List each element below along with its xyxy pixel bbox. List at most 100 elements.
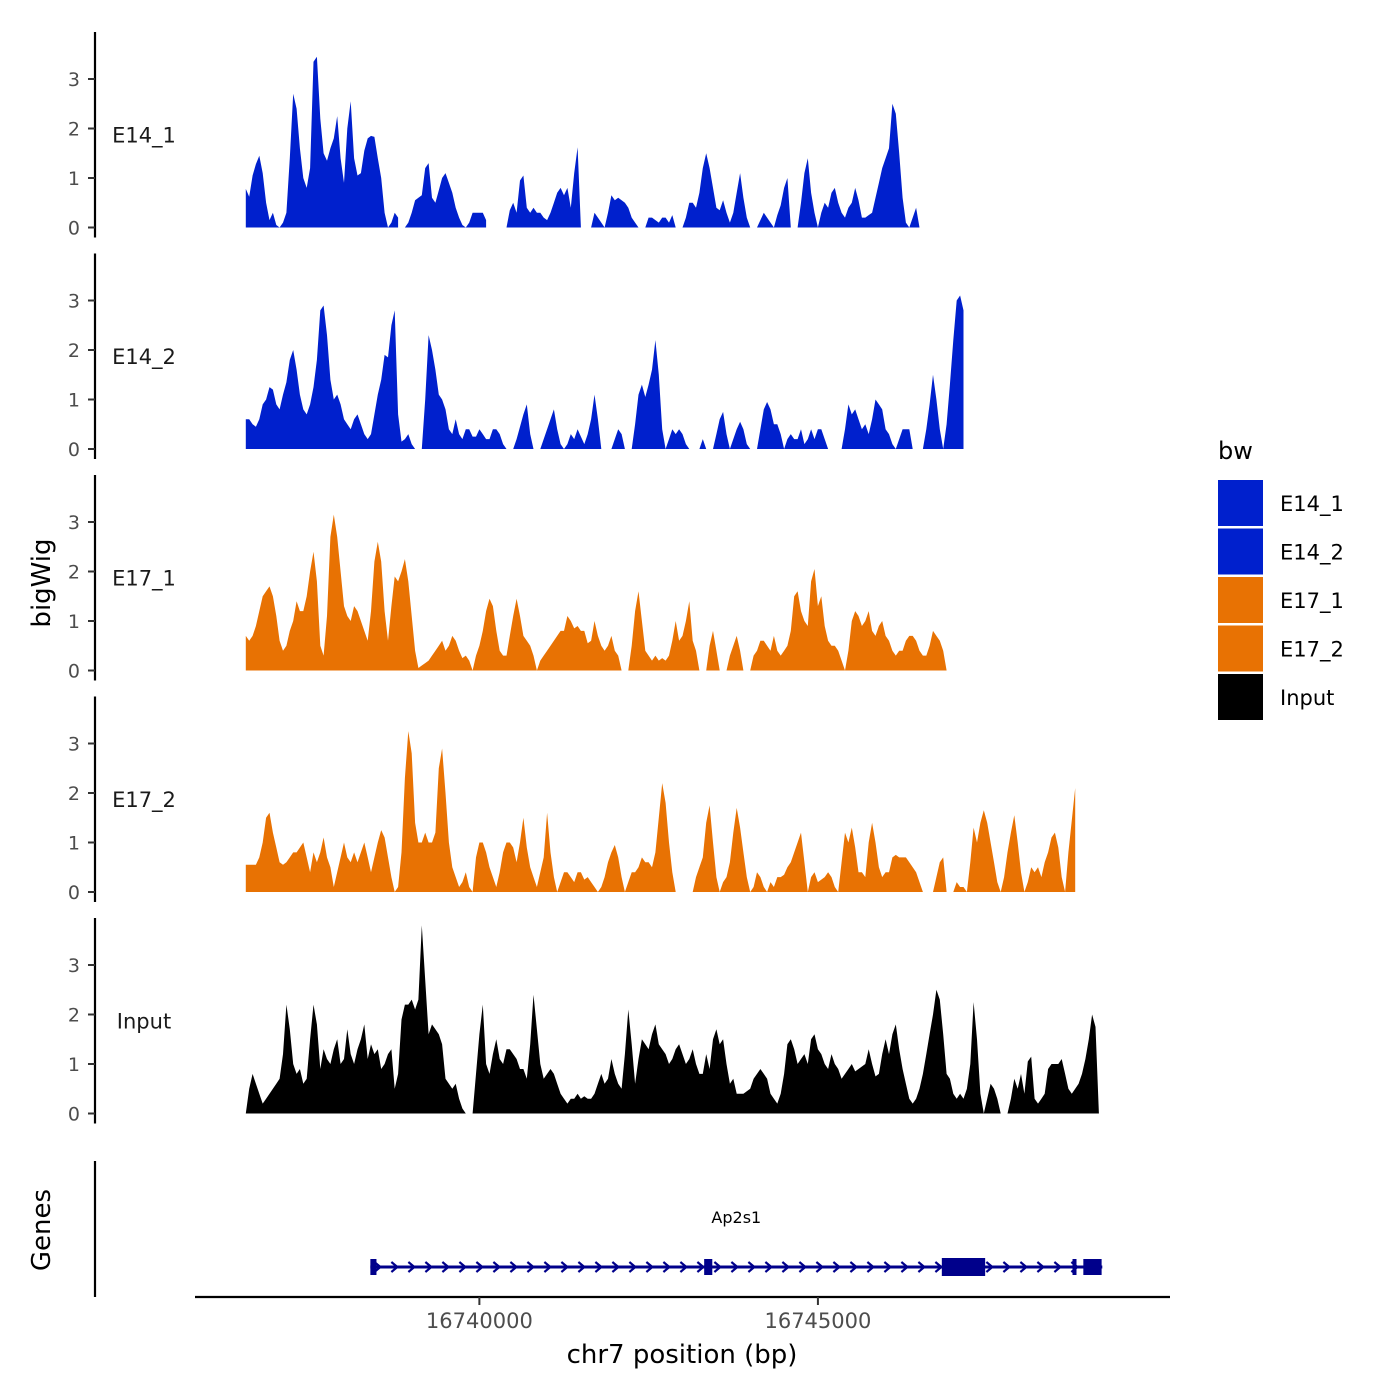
- strand-arrow: [730, 1261, 740, 1273]
- coverage-area: [245, 731, 676, 892]
- coverage-area: [682, 153, 751, 228]
- gene-exon: [1083, 1259, 1102, 1275]
- strand-arrow: [407, 1261, 417, 1273]
- strand-arrow: [594, 1261, 604, 1273]
- coverage-area: [757, 178, 791, 228]
- coverage-area: [611, 429, 625, 449]
- coverage-area: [245, 514, 622, 671]
- y-tick-label: 1: [68, 833, 80, 855]
- strand-arrow: [1002, 1261, 1012, 1273]
- strand-arrow: [390, 1261, 400, 1273]
- strand-arrow: [713, 1261, 723, 1273]
- y-tick-label: 0: [68, 661, 80, 683]
- strand-arrow: [900, 1261, 910, 1273]
- strand-arrow: [866, 1261, 876, 1273]
- legend-swatch: [1218, 528, 1263, 575]
- legend-title: bw: [1218, 437, 1253, 465]
- coverage-area: [933, 857, 947, 892]
- y-tick-label: 3: [68, 291, 80, 313]
- coverage-area: [841, 399, 913, 449]
- coverage-area: [726, 635, 744, 671]
- legend-label: E17_2: [1280, 638, 1344, 663]
- strand-arrow: [849, 1261, 859, 1273]
- strand-arrow: [458, 1261, 468, 1273]
- strand-arrow: [747, 1261, 757, 1273]
- coverage-area: [1007, 1014, 1099, 1114]
- strand-arrow: [492, 1261, 502, 1273]
- y-tick-label: 1: [68, 390, 80, 412]
- coverage-area: [953, 788, 1076, 892]
- x-axis: 16740000 16745000 chr7 position (bp): [195, 1295, 1170, 1370]
- coverage-tracks: 0 1 2 3 E14_1 0 1 2 3 E14_2 0 1 2 3 E17_1 0 1 2 3 E17_2 0 1 2 3…: [68, 32, 1099, 1126]
- gene-model-ap2s1: Ap2s1: [370, 1208, 1103, 1276]
- strand-arrow: [509, 1261, 519, 1273]
- coverage-area: [421, 335, 507, 449]
- strand-arrow: [560, 1261, 570, 1273]
- track-e14-2: 0 1 2 3 E14_2: [68, 253, 964, 461]
- y-tick-label: 2: [68, 119, 80, 141]
- y-tick-label: 1: [68, 168, 80, 190]
- coverage-area: [404, 163, 487, 228]
- coverage-area: [472, 989, 1001, 1114]
- strand-arrow: [1053, 1261, 1063, 1273]
- gene-exon: [1072, 1259, 1077, 1275]
- y-tick-label: 0: [68, 439, 80, 461]
- coverage-area: [692, 805, 923, 892]
- strand-arrow: [543, 1261, 553, 1273]
- y-tick-label: 3: [68, 69, 80, 91]
- track-label: E14_1: [112, 124, 176, 149]
- strand-arrow: [985, 1261, 995, 1273]
- strand-arrow: [798, 1261, 808, 1273]
- track-input: 0 1 2 3 Input: [68, 918, 1099, 1126]
- gene-exon: [370, 1259, 377, 1275]
- legend-items: E14_1 E14_2 E17_1 E17_2 Input: [1218, 480, 1344, 720]
- legend-label: Input: [1280, 686, 1334, 710]
- track-e17-1: 0 1 2 3 E17_1: [68, 475, 947, 683]
- strand-arrow: [883, 1261, 893, 1273]
- legend-swatch: [1218, 480, 1263, 526]
- y-tick-label: 0: [68, 1104, 80, 1126]
- coverage-area: [631, 340, 690, 449]
- coverage-area: [245, 305, 416, 449]
- coverage-area: [713, 411, 751, 449]
- coverage-area: [645, 215, 676, 228]
- coverage-area: [797, 103, 920, 228]
- gene-panel: Genes Ap2s1: [27, 1161, 1103, 1297]
- y-tick-label: 2: [68, 1005, 80, 1027]
- y-tick-label: 1: [68, 1054, 80, 1076]
- strand-arrow: [1019, 1261, 1029, 1273]
- y-tick-label: 3: [68, 955, 80, 977]
- gene-exon: [941, 1258, 986, 1276]
- x-axis-title: chr7 position (bp): [567, 1340, 798, 1370]
- strand-arrow: [679, 1261, 689, 1273]
- gene-panel-title: Genes: [27, 1189, 57, 1271]
- gene-exon: [704, 1259, 713, 1275]
- x-tick-label: 16745000: [764, 1309, 871, 1333]
- strand-arrow: [611, 1261, 621, 1273]
- track-label: E17_2: [112, 788, 176, 813]
- coverage-area: [245, 56, 399, 228]
- x-tick-label: 16740000: [426, 1309, 533, 1333]
- track-e14-1: 0 1 2 3 E14_1: [68, 32, 920, 240]
- y-tick-label: 2: [68, 562, 80, 584]
- legend-swatch: [1218, 625, 1263, 672]
- strand-arrow: [475, 1261, 485, 1273]
- legend-label: E14_2: [1280, 541, 1344, 566]
- strand-arrow: [628, 1261, 638, 1273]
- coverage-area: [699, 439, 707, 449]
- y-tick-label: 0: [68, 218, 80, 240]
- coverage-area: [506, 147, 581, 228]
- y-tick-label: 1: [68, 611, 80, 633]
- legend-label: E14_1: [1280, 492, 1344, 517]
- strand-arrow: [917, 1261, 927, 1273]
- track-label: E17_1: [112, 567, 176, 592]
- track-e17-2: 0 1 2 3 E17_2: [68, 696, 1076, 904]
- legend-swatch: [1218, 577, 1263, 623]
- coverage-area: [750, 569, 947, 671]
- strand-arrow: [815, 1261, 825, 1273]
- strand-arrow: [781, 1261, 791, 1273]
- y-tick-label: 0: [68, 882, 80, 904]
- strand-arrow: [934, 1261, 944, 1273]
- coverage-area: [757, 402, 829, 449]
